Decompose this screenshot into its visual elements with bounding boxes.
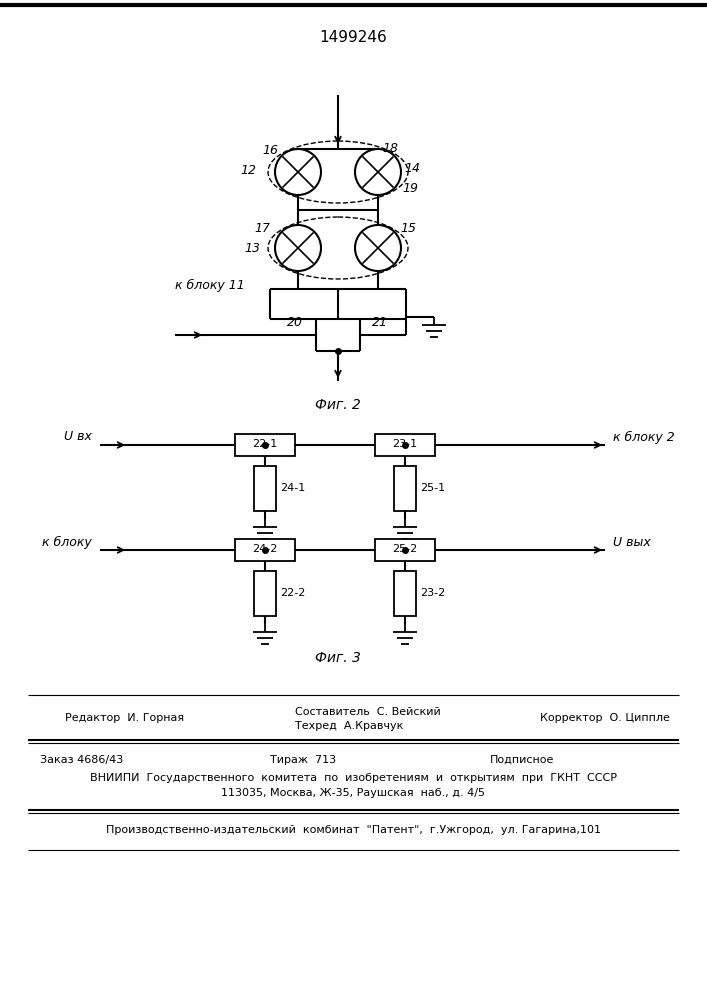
Text: к блоку 2: к блоку 2 — [613, 430, 674, 444]
Circle shape — [355, 225, 401, 271]
Text: Производственно-издательский  комбинат  "Патент",  г.Ужгород,  ул. Гагарина,101: Производственно-издательский комбинат "П… — [105, 825, 600, 835]
Bar — [235, 539, 295, 561]
Bar — [254, 571, 276, 616]
Text: Тираж  713: Тираж 713 — [270, 755, 336, 765]
Bar — [235, 434, 295, 456]
Text: 21: 21 — [372, 316, 388, 330]
Text: Техред  А.Кравчук: Техред А.Кравчук — [295, 721, 404, 731]
Text: Подписное: Подписное — [490, 755, 554, 765]
Text: 16: 16 — [262, 143, 278, 156]
Text: U вых: U вых — [613, 536, 650, 548]
Text: Заказ 4686/43: Заказ 4686/43 — [40, 755, 123, 765]
Text: 24-2: 24-2 — [252, 544, 278, 554]
Circle shape — [275, 225, 321, 271]
Circle shape — [275, 149, 321, 195]
Circle shape — [355, 149, 401, 195]
Bar — [375, 434, 435, 456]
Text: 1499246: 1499246 — [319, 30, 387, 45]
Text: к блоку: к блоку — [42, 535, 92, 549]
Text: Корректор  О. Циппле: Корректор О. Циппле — [540, 713, 670, 723]
Text: 22-1: 22-1 — [252, 439, 278, 449]
Text: 113035, Москва, Ж-35, Раушская  наб., д. 4/5: 113035, Москва, Ж-35, Раушская наб., д. … — [221, 788, 485, 798]
Bar — [375, 539, 435, 561]
Text: U вх: U вх — [64, 430, 92, 444]
Text: 20: 20 — [287, 316, 303, 330]
Bar — [394, 571, 416, 616]
Text: 12: 12 — [240, 163, 256, 176]
Text: 19: 19 — [402, 182, 418, 194]
Text: 24-1: 24-1 — [280, 483, 305, 493]
Text: 13: 13 — [244, 241, 260, 254]
Text: 23-1: 23-1 — [392, 439, 418, 449]
Text: 23-2: 23-2 — [420, 588, 445, 598]
Text: 22-2: 22-2 — [280, 588, 305, 598]
Text: 25-1: 25-1 — [420, 483, 445, 493]
Bar — [394, 466, 416, 511]
Text: 18: 18 — [382, 141, 398, 154]
Text: 25-2: 25-2 — [392, 544, 418, 554]
Bar — [254, 466, 276, 511]
Text: ВНИИПИ  Государственного  комитета  по  изобретениям  и  открытиям  при  ГКНТ  С: ВНИИПИ Государственного комитета по изоб… — [90, 773, 617, 783]
Text: 14: 14 — [404, 161, 420, 174]
Text: к блоку 11: к блоку 11 — [175, 278, 245, 292]
Text: Фиг. 2: Фиг. 2 — [315, 398, 361, 412]
Text: Составитель  С. Вейский: Составитель С. Вейский — [295, 707, 440, 717]
Text: Фиг. 3: Фиг. 3 — [315, 651, 361, 665]
Text: 17: 17 — [254, 222, 270, 234]
Text: 15: 15 — [400, 222, 416, 234]
Text: Редактор  И. Горная: Редактор И. Горная — [65, 713, 184, 723]
